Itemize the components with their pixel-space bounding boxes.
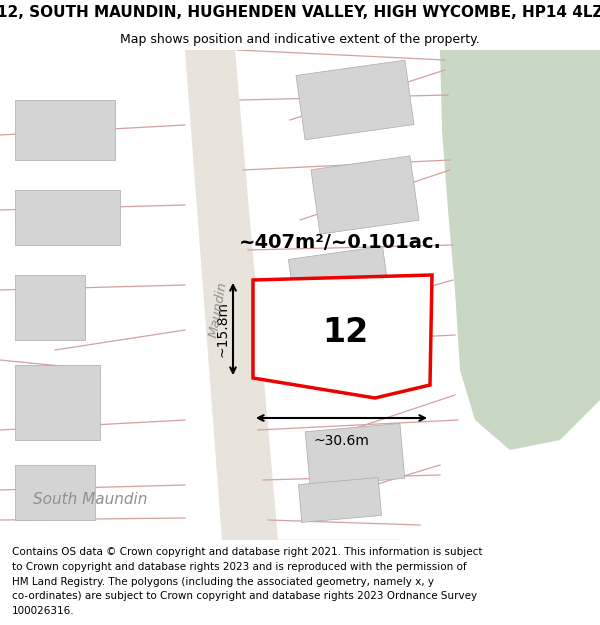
Text: 100026316.: 100026316. — [12, 606, 74, 616]
Bar — [289, 246, 392, 324]
Text: Contains OS data © Crown copyright and database right 2021. This information is : Contains OS data © Crown copyright and d… — [12, 547, 482, 557]
Bar — [15, 100, 115, 160]
Text: to Crown copyright and database rights 2023 and is reproduced with the permissio: to Crown copyright and database rights 2… — [12, 562, 467, 572]
Text: ~407m²/~0.101ac.: ~407m²/~0.101ac. — [239, 232, 442, 251]
Bar — [311, 156, 419, 234]
Text: 12, SOUTH MAUNDIN, HUGHENDEN VALLEY, HIGH WYCOMBE, HP14 4LZ: 12, SOUTH MAUNDIN, HUGHENDEN VALLEY, HIG… — [0, 5, 600, 20]
Bar — [15, 365, 100, 440]
Bar — [296, 60, 414, 140]
Text: Map shows position and indicative extent of the property.: Map shows position and indicative extent… — [120, 32, 480, 46]
Text: co-ordinates) are subject to Crown copyright and database rights 2023 Ordnance S: co-ordinates) are subject to Crown copyr… — [12, 591, 477, 601]
Text: Maundin: Maundin — [206, 281, 229, 339]
Bar — [15, 275, 85, 340]
Text: HM Land Registry. The polygons (including the associated geometry, namely x, y: HM Land Registry. The polygons (includin… — [12, 576, 434, 586]
Polygon shape — [185, 50, 278, 540]
Text: South Maundin: South Maundin — [33, 492, 147, 508]
Bar — [305, 424, 405, 486]
Polygon shape — [440, 50, 600, 450]
Text: 12: 12 — [322, 316, 368, 349]
Bar — [15, 465, 95, 520]
Polygon shape — [253, 275, 432, 398]
Bar — [15, 190, 120, 245]
Bar — [298, 478, 382, 522]
Text: ~30.6m: ~30.6m — [314, 434, 370, 448]
Text: ~15.8m: ~15.8m — [215, 301, 229, 357]
